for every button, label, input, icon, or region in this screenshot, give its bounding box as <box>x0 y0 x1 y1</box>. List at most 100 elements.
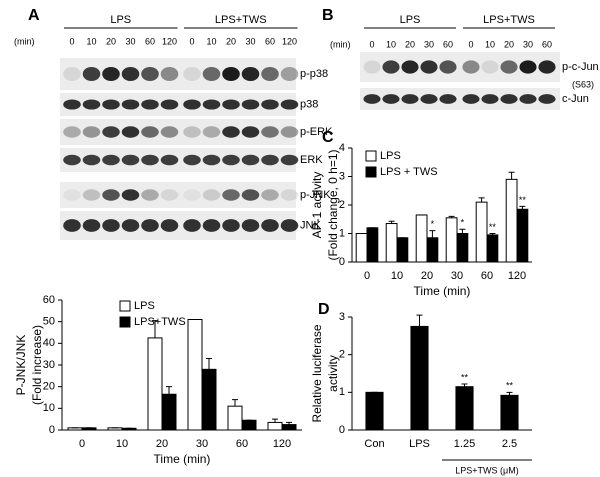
x-tick-label: 20 <box>156 438 168 450</box>
error-bar <box>506 391 513 396</box>
blot-band <box>439 94 457 104</box>
blot-band <box>141 154 159 166</box>
blot-band <box>121 126 140 138</box>
bar <box>241 419 257 431</box>
lane-label: 0 <box>468 39 473 49</box>
error-bar <box>152 320 158 338</box>
blot-band <box>241 99 260 110</box>
group-label: LPS+TWS (μM) <box>455 465 518 475</box>
blot-band <box>82 66 101 82</box>
x-axis-label: Time (min) <box>154 452 211 466</box>
x-tick-label: 10 <box>391 270 403 282</box>
blot-band <box>261 99 279 110</box>
blot-label: ERK <box>300 154 323 166</box>
lane-label: 60 <box>443 39 453 49</box>
blot-band <box>82 219 101 232</box>
bar <box>281 424 297 431</box>
blot-band <box>241 219 260 232</box>
lane-label: 20 <box>504 39 514 49</box>
blot-band <box>261 66 279 82</box>
legend-swatch <box>365 166 377 178</box>
blot-band <box>102 189 120 201</box>
blot <box>360 88 560 110</box>
blot-label: p-c-Jun <box>562 61 599 73</box>
blot-band <box>141 126 159 138</box>
lane-label: 20 <box>226 36 236 46</box>
lane-label: 20 <box>405 39 415 49</box>
y-tick-label: 0 <box>339 256 345 268</box>
y-axis-label: P-JNK/JNK <box>14 335 28 396</box>
x-tick-label: 0 <box>364 270 370 282</box>
blot-band <box>280 126 299 138</box>
lane-label: 120 <box>282 36 297 46</box>
error-bar <box>448 215 455 218</box>
blot-band <box>202 99 221 110</box>
error-bar <box>461 383 468 387</box>
blot-band <box>202 189 221 201</box>
y-tick-label: 50 <box>43 316 55 328</box>
blot-band <box>500 60 518 74</box>
blot-band <box>241 189 260 201</box>
y-tick-label: 2 <box>339 199 345 211</box>
blot-band <box>102 99 120 110</box>
panel-label: C <box>322 129 334 146</box>
error-bar <box>459 228 466 234</box>
blot-band <box>519 94 537 104</box>
y-axis-label: (Fold increase) <box>30 325 44 405</box>
blot-band <box>280 189 299 201</box>
lane-label: 60 <box>542 39 552 49</box>
significance: * <box>431 219 435 229</box>
significance: ** <box>489 222 497 232</box>
bar <box>426 237 439 263</box>
lane-label: 20 <box>106 36 116 46</box>
blot-band <box>121 99 140 110</box>
blot-band <box>280 154 299 166</box>
bar <box>161 393 177 431</box>
lane-label: 0 <box>369 39 374 49</box>
bar <box>147 337 163 431</box>
y-axis-label: (Fold change, 0 h=1) <box>326 149 340 260</box>
y-tick-label: 3 <box>339 170 345 182</box>
y-tick-label: 60 <box>43 294 55 306</box>
blot-band <box>82 99 101 110</box>
blot-label: JNK <box>300 219 321 231</box>
blot-band <box>420 94 438 104</box>
blot-band <box>63 126 81 138</box>
blot-band <box>241 66 260 82</box>
legend-swatch <box>119 300 131 312</box>
blot-band <box>481 60 499 74</box>
blot-band <box>82 189 101 201</box>
blot-label: p-ERK <box>300 126 333 138</box>
significance: ** <box>519 195 527 205</box>
blot-band <box>121 66 140 82</box>
blot-band <box>222 126 240 138</box>
bar <box>366 227 379 263</box>
lane-label: 10 <box>386 39 396 49</box>
bar <box>455 386 474 431</box>
blot-band <box>102 154 120 166</box>
blot-band <box>183 189 201 201</box>
time-unit: (min) <box>14 36 35 46</box>
x-tick-label: Con <box>364 438 384 450</box>
blot-band <box>141 99 159 110</box>
legend-swatch <box>119 316 131 328</box>
lane-label: 10 <box>206 36 216 46</box>
bar <box>505 178 518 263</box>
blot-band <box>241 126 260 138</box>
blot-band <box>363 60 381 74</box>
blot-band <box>141 219 159 232</box>
bar <box>396 237 409 263</box>
y-tick-label: 20 <box>43 381 55 393</box>
x-tick-label: 0 <box>79 438 85 450</box>
blot-band <box>63 66 81 82</box>
legend-label: LPS + TWS <box>380 166 438 178</box>
blot-band <box>382 60 400 74</box>
blot-band <box>439 60 457 74</box>
blot-band <box>401 94 419 104</box>
x-tick-label: 60 <box>236 438 248 450</box>
blot-band <box>160 66 179 82</box>
blot-band <box>183 154 201 166</box>
error-bar <box>429 230 436 238</box>
blot-note: (S63) <box>572 79 594 89</box>
lane-label: 30 <box>424 39 434 49</box>
